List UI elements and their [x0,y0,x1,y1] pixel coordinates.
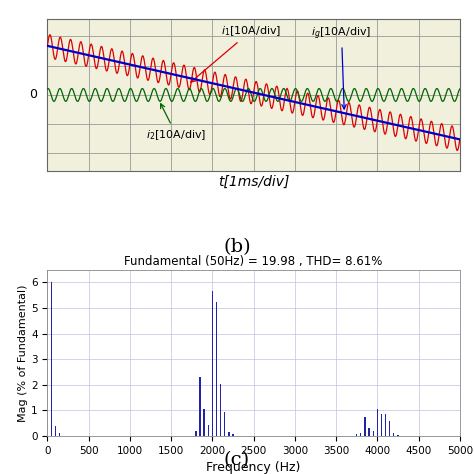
Bar [393,433,394,436]
Bar [360,433,362,436]
Text: (c): (c) [224,451,250,469]
Bar [224,412,225,436]
Y-axis label: Mag (% of Fundamental): Mag (% of Fundamental) [18,284,28,421]
Bar [195,431,197,436]
Text: 0: 0 [29,89,37,101]
Bar [216,302,217,436]
Text: $i_1$[10A/div]: $i_1$[10A/div] [191,24,281,82]
Text: (b): (b) [223,238,251,256]
X-axis label: Frequency (Hz): Frequency (Hz) [206,461,301,474]
Bar [55,426,56,436]
Bar [356,434,357,436]
Bar [208,425,209,436]
Bar [368,428,370,436]
Text: $i_g$[10A/div]: $i_g$[10A/div] [311,26,372,109]
Bar [203,409,205,436]
Bar [232,434,234,436]
Bar [59,433,60,436]
Bar [220,384,221,436]
Bar [228,432,229,436]
X-axis label: t[1ms/div]: t[1ms/div] [218,175,289,189]
Bar [389,421,390,436]
Bar [373,431,374,436]
Bar [51,283,52,436]
Bar [212,292,213,436]
Bar [385,414,386,436]
Title: Fundamental (50Hz) = 19.98 , THD= 8.61%: Fundamental (50Hz) = 19.98 , THD= 8.61% [124,255,383,268]
Bar [377,409,378,436]
Text: $i_2$[10A/div]: $i_2$[10A/div] [146,104,207,142]
Bar [200,377,201,436]
Bar [397,435,399,436]
Bar [381,413,382,436]
